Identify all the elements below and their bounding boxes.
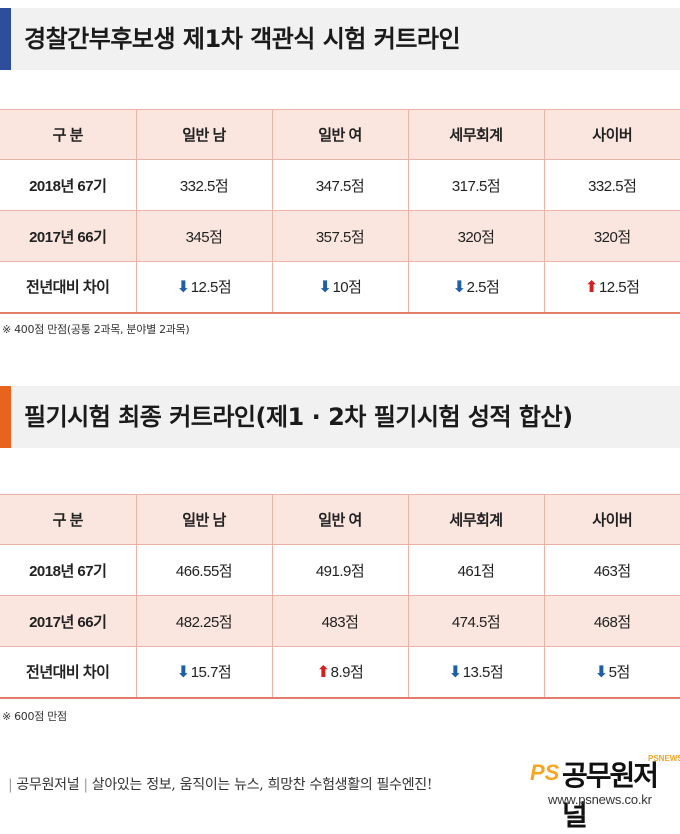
table-row: 2017년 66기 482.25점 483점 474.5점 468점 (0, 595, 680, 647)
table-cell: 320점 (543, 210, 680, 262)
table-cell: ⬇10점 (271, 261, 409, 314)
diff-value: 12.5점 (190, 279, 232, 297)
table-row: 2018년 67기 332.5점 347.5점 317.5점 332.5점 (0, 159, 680, 211)
table-cell: ⬇13.5점 (407, 646, 545, 699)
section1-table: 구 분 일반 남 일반 여 세무회계 사이버 2018년 67기 332.5점 347.5점 3… (0, 109, 680, 314)
arrow-down-icon: ⬇ (176, 279, 190, 297)
table-header-row: 구 분 일반 남 일반 여 세무회계 사이버 (0, 494, 680, 545)
table-cell: 461점 (407, 544, 545, 596)
row-label: 2018년 67기 (0, 544, 137, 596)
section2-note: ※ 600점 만점 (2, 710, 67, 723)
table-row: 전년대비 차이 ⬇15.7점 ⬆8.9점 ⬇13.5점 ⬇5점 (0, 646, 680, 699)
footer-brand: 공무원저널 (16, 777, 80, 793)
table-cell: ⬇15.7점 (135, 646, 273, 699)
diff-value: 8.9점 (330, 664, 364, 682)
arrow-down-icon: ⬇ (594, 664, 608, 682)
row-label: 2017년 66기 (0, 595, 137, 647)
table-cell: 466.55점 (135, 544, 273, 596)
table-cell: 357.5점 (271, 210, 409, 262)
header-column: 일반 남 (135, 109, 273, 160)
header-column: 사이버 (543, 494, 680, 545)
table-cell: 483점 (271, 595, 409, 647)
table-cell: 345점 (135, 210, 273, 262)
footer-slogan: 살아있는 정보, 움직이는 뉴스, 희망찬 수험생활의 필수엔진! (91, 777, 433, 793)
section2-title: 필기시험 최종 커트라인(제1 · 2차 필기시험 성적 합산) (24, 403, 573, 431)
row-label: 전년대비 차이 (0, 646, 137, 699)
header-column: 사이버 (543, 109, 680, 160)
footer-divider: | (8, 777, 13, 793)
arrow-down-icon: ⬇ (176, 664, 190, 682)
header-category: 구 분 (0, 109, 137, 160)
diff-value: 13.5점 (462, 664, 504, 682)
arrow-down-icon: ⬇ (448, 664, 462, 682)
table-cell: 463점 (543, 544, 680, 596)
table-cell: ⬆8.9점 (271, 646, 409, 699)
footer-slogan-line: | 공무원저널 | 살아있는 정보, 움직이는 뉴스, 희망찬 수험생활의 필수엔진! (4, 774, 433, 794)
table-header-row: 구 분 일반 남 일반 여 세무회계 사이버 (0, 109, 680, 160)
section1-title-banner: 경찰간부후보생 제1차 객관식 시험 커트라인 (0, 8, 680, 70)
table-cell: ⬇5점 (543, 646, 680, 699)
section2-accent-bar (0, 386, 11, 448)
logo-small-text: PSNEWS (648, 754, 680, 763)
table-cell: ⬇2.5점 (407, 261, 545, 314)
footer-divider: | (83, 777, 88, 793)
row-label: 2018년 67기 (0, 159, 137, 211)
diff-value: 5점 (608, 664, 631, 682)
table-cell: ⬇12.5점 (135, 261, 273, 314)
diff-value: 2.5점 (466, 279, 500, 297)
section1-accent-bar (0, 8, 11, 70)
section2-table: 구 분 일반 남 일반 여 세무회계 사이버 2018년 67기 466.55점 491.9점… (0, 494, 680, 699)
section1-title: 경찰간부후보생 제1차 객관식 시험 커트라인 (24, 25, 461, 53)
table-cell: 332.5점 (135, 159, 273, 211)
logo-ps-mark: PS (530, 760, 560, 785)
header-column: 일반 남 (135, 494, 273, 545)
table-row: 2018년 67기 466.55점 491.9점 461점 463점 (0, 544, 680, 596)
logo-url: www.psnews.co.kr (548, 792, 652, 807)
header-column: 일반 여 (271, 494, 409, 545)
diff-value: 12.5점 (598, 279, 640, 297)
table-row: 전년대비 차이 ⬇12.5점 ⬇10점 ⬇2.5점 ⬆12.5점 (0, 261, 680, 314)
table-cell: 317.5점 (407, 159, 545, 211)
header-category: 구 분 (0, 494, 137, 545)
arrow-up-icon: ⬆ (585, 279, 598, 297)
row-label: 전년대비 차이 (0, 261, 137, 314)
table-cell: 320점 (407, 210, 545, 262)
table-cell: 468점 (543, 595, 680, 647)
section2-title-banner: 필기시험 최종 커트라인(제1 · 2차 필기시험 성적 합산) (0, 386, 680, 448)
table-cell: 332.5점 (543, 159, 680, 211)
table-cell: 482.25점 (135, 595, 273, 647)
header-column: 세무회계 (407, 109, 545, 160)
arrow-down-icon: ⬇ (452, 279, 466, 297)
row-label: 2017년 66기 (0, 210, 137, 262)
header-column: 일반 여 (271, 109, 409, 160)
diff-value: 10점 (332, 279, 362, 297)
arrow-up-icon: ⬆ (316, 664, 330, 682)
table-row: 2017년 66기 345점 357.5점 320점 320점 (0, 210, 680, 262)
psnews-logo: PS 공무원저널 PSNEWS www.psnews.co.kr (528, 752, 680, 832)
table-cell: ⬆12.5점 (543, 261, 680, 314)
table-cell: 491.9점 (271, 544, 409, 596)
diff-value: 15.7점 (190, 664, 232, 682)
table-cell: 474.5점 (407, 595, 545, 647)
logo-brand: 공무원저널 (562, 759, 659, 832)
section1-note: ※ 400점 만점(공통 2과목, 분야별 2과목) (2, 323, 190, 336)
header-column: 세무회계 (407, 494, 545, 545)
arrow-down-icon: ⬇ (318, 279, 332, 297)
table-cell: 347.5점 (271, 159, 409, 211)
